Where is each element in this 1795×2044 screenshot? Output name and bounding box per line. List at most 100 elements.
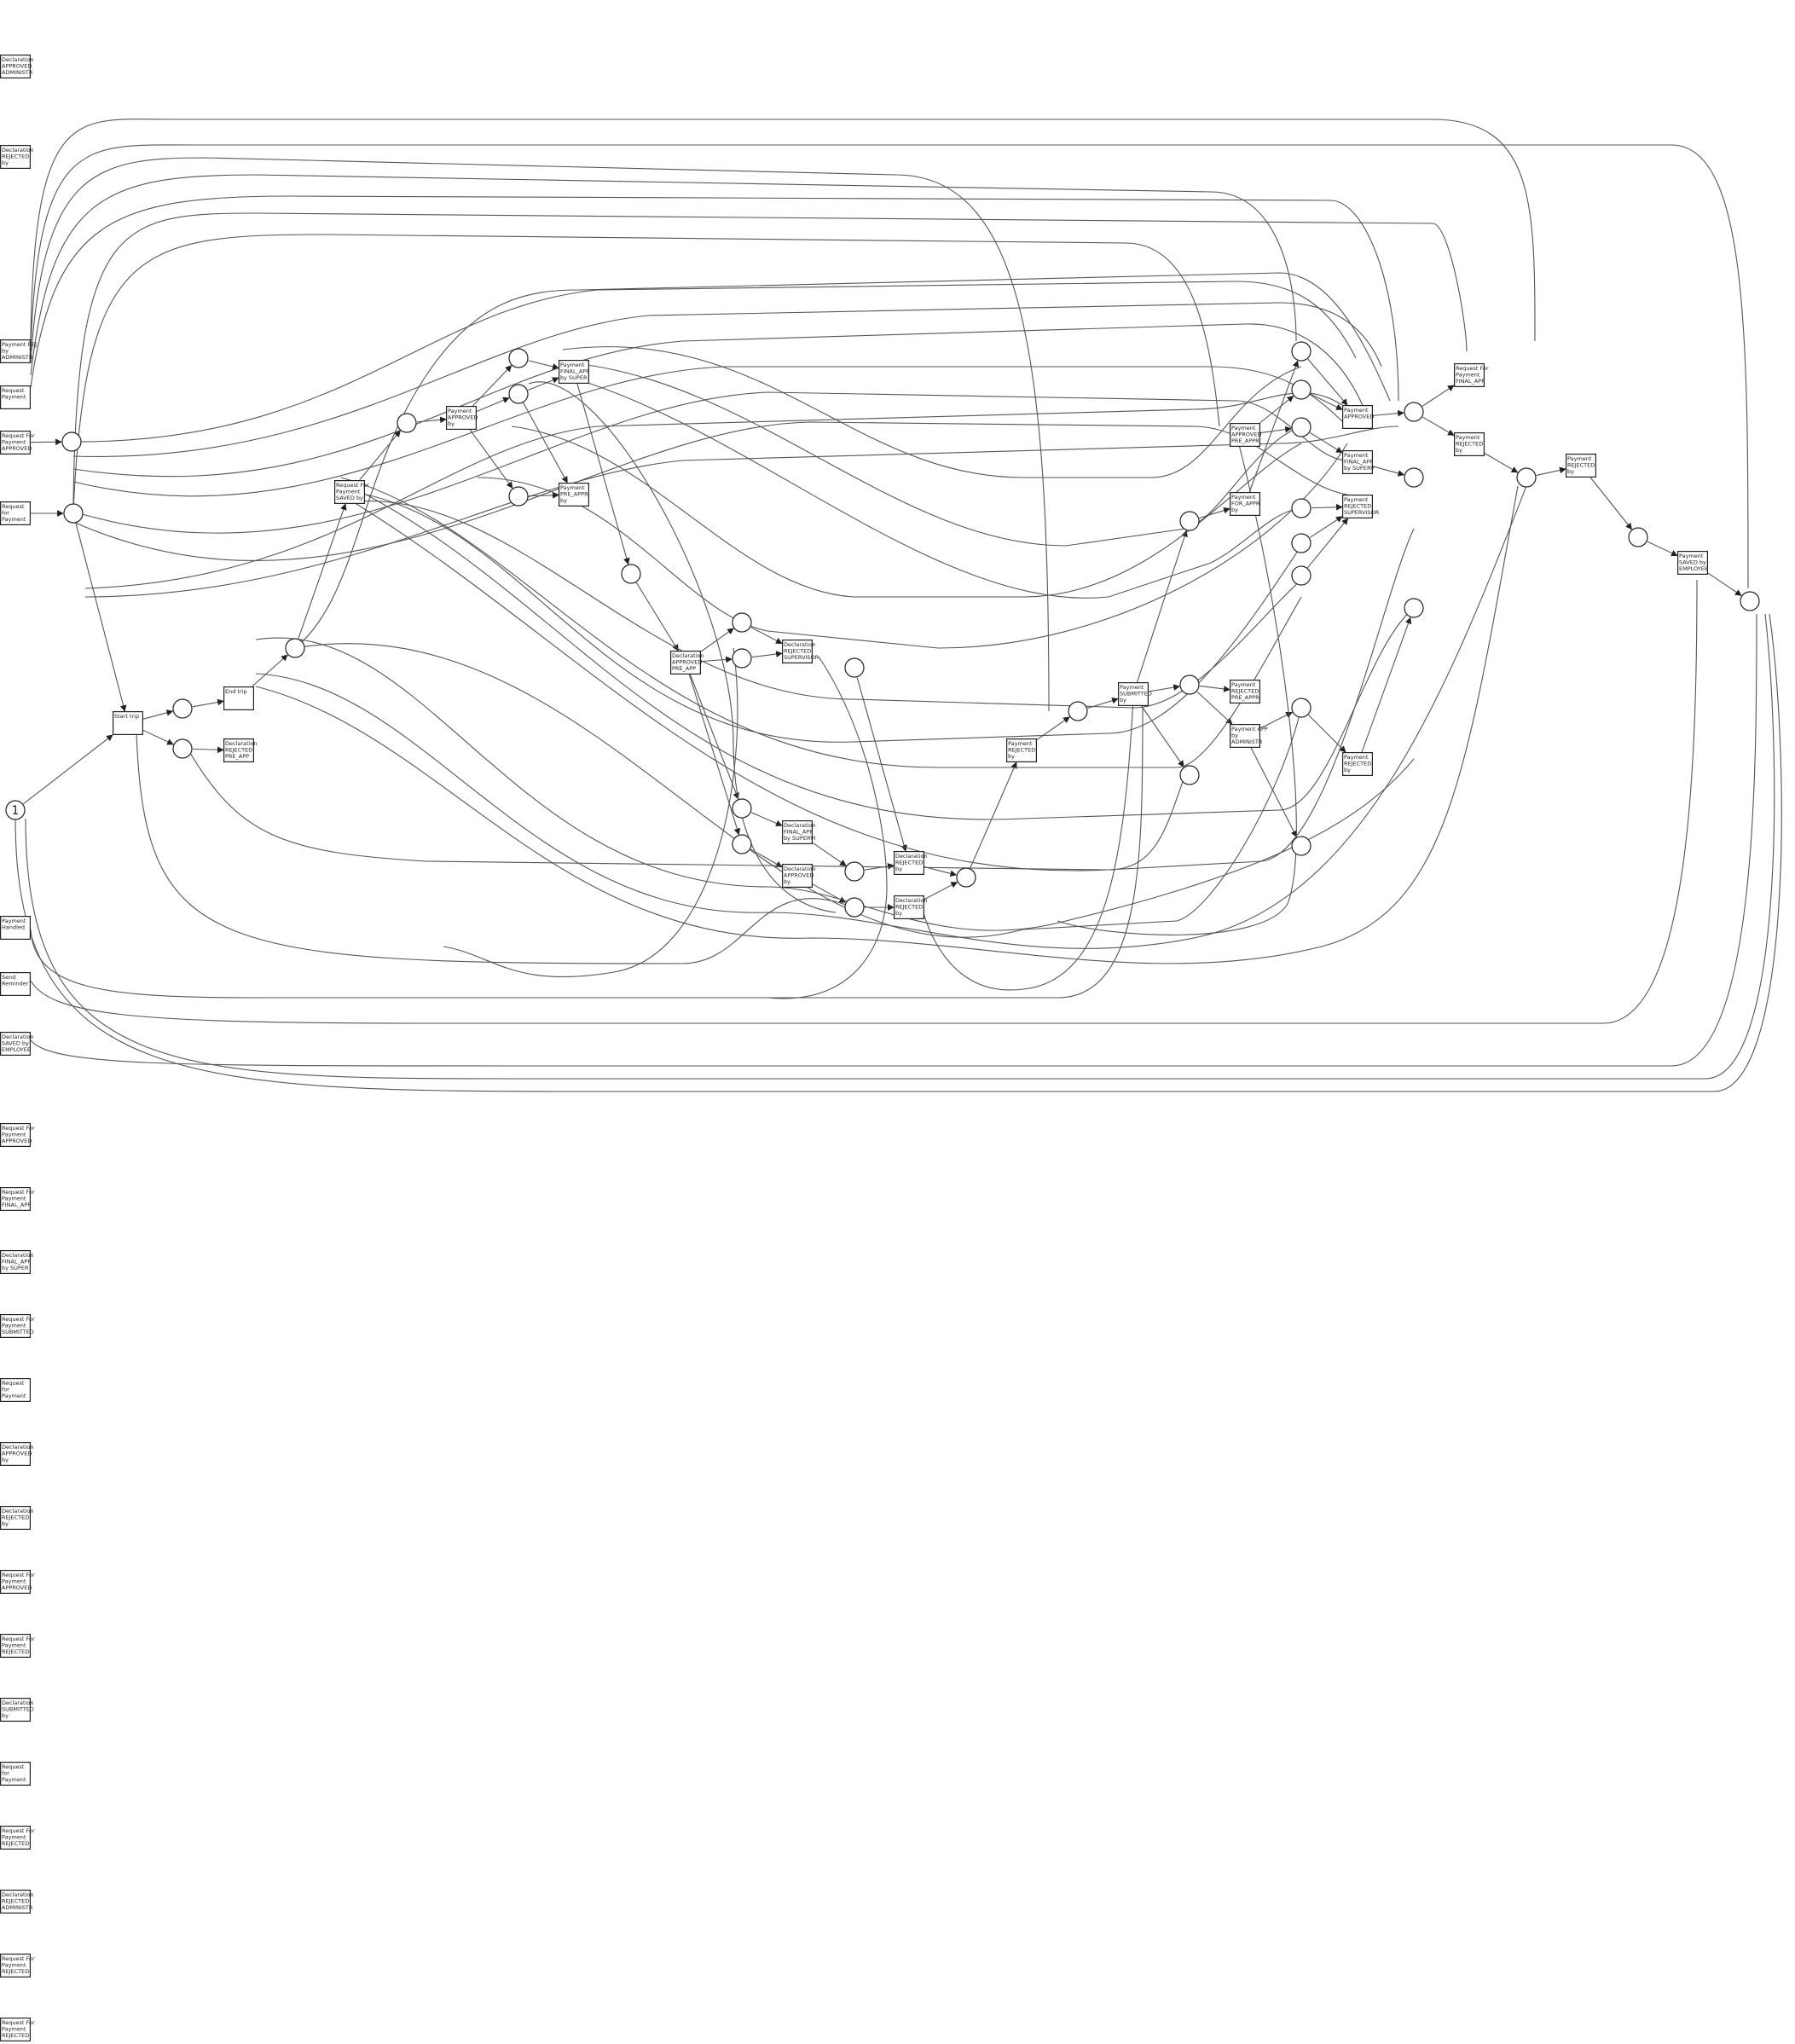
transition-label: by (560, 497, 567, 504)
arc (298, 503, 347, 639)
transition-label: SAVED by (336, 495, 363, 501)
arc (700, 656, 732, 663)
transition-label: by SUPERVI (784, 835, 816, 842)
transition-label: SUPERVISOR (784, 654, 819, 661)
arc (1311, 503, 1343, 511)
transition-label: REJECTED (1456, 441, 1483, 448)
place (1291, 498, 1312, 518)
transition-label: Request For (2, 1636, 35, 1642)
transition-label: Declaration (2, 1891, 33, 1898)
arc (1141, 705, 1184, 767)
arc (1196, 691, 1233, 725)
transition-label: Request For (2, 432, 35, 439)
transition-label: Payment (2, 1132, 26, 1138)
transition-label: APPROVED (2, 1138, 32, 1144)
arc (72, 421, 1348, 562)
token-count: 1 (12, 804, 20, 818)
arc (72, 391, 1348, 534)
place (285, 638, 305, 658)
place-layer: 1 (5, 341, 1760, 918)
transition-label: by (2, 1456, 9, 1463)
transition-label: Payment (2, 1578, 26, 1585)
transition-label: ADMINISTR (2, 1904, 33, 1911)
place (844, 897, 865, 918)
arc (528, 491, 559, 499)
arc (30, 613, 1757, 1067)
transition-label: Request For (2, 1955, 35, 1962)
initial-place: 1 (5, 800, 26, 820)
transition-label: REJECTED (1344, 503, 1371, 510)
place (732, 612, 752, 633)
arc (192, 698, 224, 708)
arc (187, 748, 1186, 871)
transition-label: FINAL_APP (560, 368, 589, 375)
place (1404, 402, 1424, 422)
place (621, 564, 641, 584)
transition-label: by (2, 1520, 9, 1527)
transition-label: Declaration (2, 56, 33, 63)
place (1628, 527, 1648, 547)
arc (1484, 453, 1519, 473)
place (172, 698, 193, 719)
transition-label: APPROVED (1231, 431, 1261, 438)
transition-label: by (1456, 447, 1462, 454)
arc (750, 812, 783, 827)
arc (1148, 684, 1180, 692)
transition-label: Request (2, 503, 25, 510)
arc (750, 848, 783, 868)
transition-label: Declaration (2, 1252, 33, 1259)
arc (1372, 409, 1404, 417)
transition-label: REJECTED (2, 153, 29, 160)
transition-label: by SUPER (560, 374, 588, 381)
transition-label: Request For (2, 1572, 35, 1578)
transition-label: Request For (2, 1125, 35, 1132)
arc (477, 443, 1348, 649)
transition-label: Declaration (2, 1444, 33, 1450)
transition-label: Request For (2, 1316, 35, 1323)
transition-label: Request (2, 1380, 25, 1387)
arc (84, 426, 1399, 598)
transition-label: FINAL_APP (2, 1202, 31, 1208)
arc (30, 438, 62, 446)
transition-label: Payment (1231, 494, 1256, 501)
arc (75, 523, 127, 712)
arc (1647, 541, 1678, 557)
transition-label: by SUPER (2, 1265, 29, 1271)
arc (1422, 416, 1455, 436)
arc (25, 613, 1775, 1080)
transition-label: APPROVED (2, 63, 32, 70)
transition-label: Declaration (784, 866, 815, 872)
arc (443, 647, 738, 978)
arc (30, 579, 1698, 1024)
arc (751, 651, 783, 658)
place (1516, 467, 1537, 488)
transition-label: REJECTED (784, 648, 811, 655)
place (1179, 675, 1200, 695)
transition-label: by (1231, 732, 1238, 739)
arc (340, 489, 1302, 743)
arc (1307, 358, 1348, 406)
transition-label: REJECTED (2, 1514, 29, 1521)
transition-label: PRE_APPR (1231, 694, 1259, 701)
transition-label: Payment (2, 1196, 26, 1202)
transition-label: Payment (2, 439, 26, 446)
place (1291, 698, 1312, 718)
transition-label: by SUPERV (1344, 465, 1375, 472)
transition-label: FOR_APPR (1231, 501, 1260, 507)
